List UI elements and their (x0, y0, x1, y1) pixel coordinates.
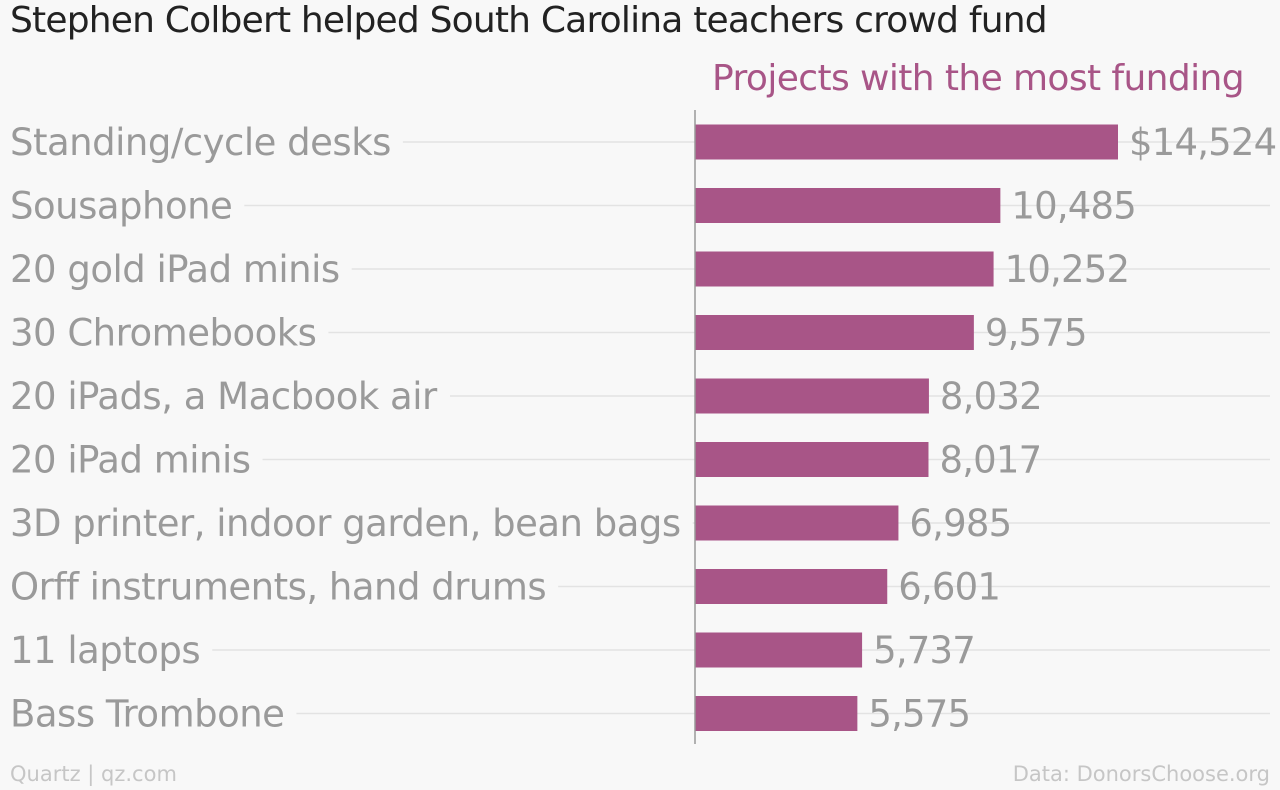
bar (695, 251, 994, 287)
bar (695, 505, 899, 541)
category-label: Bass Trombone (10, 693, 284, 736)
category-label: Sousaphone (10, 185, 232, 228)
bar (695, 188, 1001, 223)
category-label: Orff instruments, hand drums (10, 566, 546, 609)
value-label: 8,017 (939, 439, 1041, 482)
value-label: 10,252 (1005, 248, 1130, 291)
value-label: 9,575 (985, 312, 1087, 355)
value-label: 5,737 (873, 629, 975, 672)
category-label: 30 Chromebooks (10, 312, 316, 355)
chart-title: Stephen Colbert helped South Carolina te… (10, 0, 1048, 41)
category-label: 20 iPad minis (10, 439, 251, 482)
value-label: 6,985 (909, 502, 1011, 545)
bar (695, 124, 1118, 160)
bar (695, 569, 888, 604)
category-label: 20 iPads, a Macbook air (10, 375, 438, 418)
bar (695, 378, 929, 414)
value-label: 8,032 (940, 375, 1042, 418)
value-label: 10,485 (1011, 185, 1136, 228)
category-label: 20 gold iPad minis (10, 248, 340, 291)
value-label: 6,601 (898, 566, 1000, 609)
value-label: 5,575 (868, 693, 970, 736)
bar (695, 442, 929, 477)
bar (695, 315, 974, 350)
category-label: 3D printer, indoor garden, bean bags (10, 502, 681, 545)
bar (695, 632, 863, 668)
category-label: 11 laptops (10, 629, 200, 672)
chart-subtitle: Projects with the most funding (712, 58, 1244, 99)
category-label: Standing/cycle desks (10, 121, 391, 164)
source-credit: Quartz | qz.com (10, 762, 177, 786)
data-source: Data: DonorsChoose.org (1012, 762, 1270, 786)
value-label: $14,524 (1129, 121, 1276, 164)
bar (695, 696, 858, 731)
